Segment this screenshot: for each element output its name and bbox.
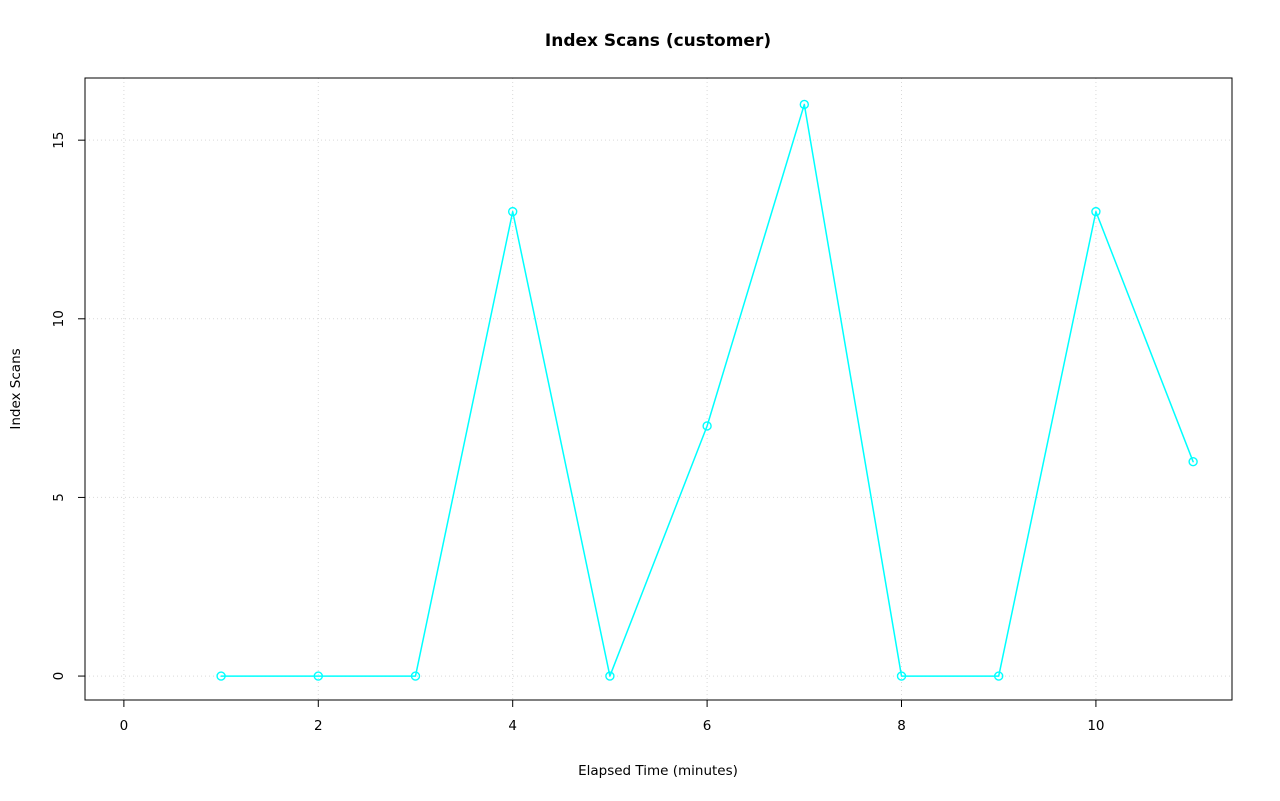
y-tick-label: 10 xyxy=(51,310,67,327)
data-point xyxy=(313,671,323,681)
data-point xyxy=(994,671,1004,681)
data-point xyxy=(702,421,712,431)
data-point xyxy=(799,99,810,110)
y-tick-label: 5 xyxy=(51,493,67,502)
chart-title: Index Scans (customer) xyxy=(545,31,771,51)
data-point xyxy=(216,671,226,681)
y-tick-label: 0 xyxy=(51,672,67,681)
data-point xyxy=(1091,206,1101,217)
y-tick-label: 15 xyxy=(51,132,67,149)
data-point xyxy=(896,671,907,681)
x-tick-label: 10 xyxy=(1087,718,1104,734)
series-line xyxy=(220,103,1194,677)
data-point xyxy=(605,671,615,681)
data-point xyxy=(1188,457,1198,467)
x-axis-label: Elapsed Time (minutes) xyxy=(578,763,738,779)
x-tick-label: 4 xyxy=(508,718,517,734)
x-tick-label: 8 xyxy=(897,718,906,734)
plot-area: 0 2 4 6 8 10 0 5 10 15 xyxy=(51,77,1233,734)
data-point xyxy=(507,206,518,217)
data-point xyxy=(410,671,421,681)
y-axis-label: Index Scans xyxy=(8,348,24,429)
x-tick-label: 0 xyxy=(120,718,129,734)
plot-border xyxy=(84,77,1233,701)
x-tick-label: 2 xyxy=(314,718,323,734)
x-tick-label: 6 xyxy=(703,718,712,734)
